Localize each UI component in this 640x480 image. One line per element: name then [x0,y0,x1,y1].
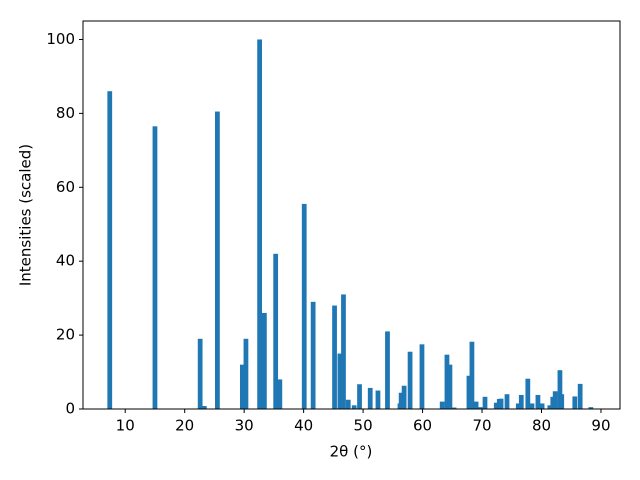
x-tick-label: 20 [175,417,194,435]
x-tick-label: 70 [472,417,491,435]
bar [407,351,413,409]
bar [577,383,583,409]
y-tick-label: 100 [46,30,75,48]
x-tick-label: 30 [235,417,254,435]
bar [301,203,307,409]
y-axis-label: Intensities (scaled) [17,144,35,286]
bar [351,405,357,409]
bar [539,403,545,409]
bar [277,379,283,409]
x-tick-label: 90 [591,417,610,435]
bar [401,385,407,409]
bar [419,344,425,409]
bar [337,353,343,409]
bar [529,403,535,409]
y-tick-label: 60 [56,178,75,196]
bar [345,399,351,409]
bar [515,403,521,409]
axes-frame [82,20,621,410]
bar [447,364,453,409]
bar [439,401,445,409]
x-tick-label: 40 [294,417,313,435]
y-tick-label: 20 [56,326,75,344]
bar [215,111,220,410]
bar [107,91,113,409]
bar [201,406,207,409]
x-axis-label: 2θ (°) [330,443,373,461]
bar [398,392,404,409]
x-tick-label: 50 [354,417,373,435]
bar [552,391,558,409]
bar [477,407,483,409]
bar [375,390,381,409]
bar [525,378,531,409]
bar [469,341,475,409]
bar [273,253,279,409]
x-tick-label: 60 [413,417,432,435]
bar [547,405,553,409]
bar [257,39,262,409]
bar [466,375,472,409]
bar [197,338,203,409]
bar [451,407,457,409]
bar [152,126,158,410]
bar [385,331,390,409]
bar [341,294,346,409]
bar [473,401,479,409]
bar [310,301,316,409]
bar [572,396,578,409]
bar [367,387,373,409]
bar [557,370,563,409]
bar [504,394,510,409]
bar [444,354,450,409]
x-tick-label: 80 [532,417,551,435]
bar [588,407,594,409]
bar [518,394,524,409]
bar [239,364,245,409]
bar [332,305,337,409]
bar [357,384,362,409]
bar [498,398,504,409]
x-tick-label: 10 [116,417,135,435]
y-tick-label: 0 [65,400,75,418]
bar [243,338,249,409]
y-tick-label: 40 [56,252,75,270]
plot-area [107,39,594,410]
y-tick-label: 80 [56,104,75,122]
bar [493,402,499,409]
bar [535,394,541,409]
bar [559,394,565,409]
bar [482,396,488,409]
bar [262,312,267,409]
